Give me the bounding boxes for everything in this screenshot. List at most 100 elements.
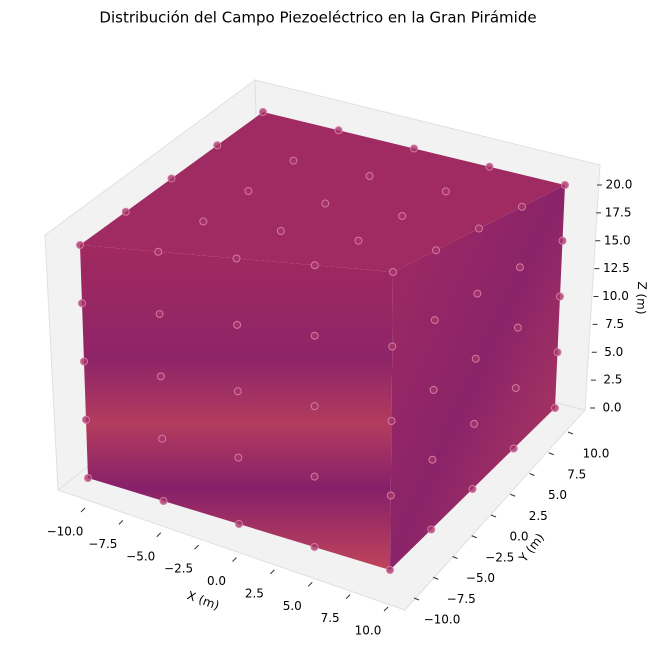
y-tick	[548, 452, 554, 456]
point	[84, 474, 92, 482]
point	[310, 261, 319, 270]
cube-top-face	[80, 112, 565, 272]
y-tick-label: −7.5	[447, 592, 476, 606]
y-tick-label: 5.0	[548, 488, 567, 502]
z-tick-label: 20.0	[606, 178, 633, 192]
point	[310, 402, 319, 411]
chart-title: Distribución del Campo Piezoeléctrico en…	[99, 9, 536, 27]
point	[513, 323, 522, 332]
point	[232, 254, 241, 263]
z-axis-label: Z (m)	[634, 281, 648, 315]
point	[233, 387, 242, 396]
x-tick-label: −5.0	[126, 549, 155, 563]
point	[310, 331, 319, 340]
x-tick-label: −10.0	[47, 525, 84, 539]
point	[485, 162, 494, 171]
y-tick	[413, 597, 420, 601]
y-tick-label: −10.0	[424, 613, 461, 627]
point	[244, 187, 253, 195]
y-tick	[510, 493, 516, 497]
x-tick-label: 0.0	[207, 574, 226, 588]
y-tick	[490, 514, 497, 518]
point	[386, 491, 395, 500]
point	[511, 384, 520, 393]
point	[156, 372, 165, 381]
point	[398, 212, 407, 220]
point	[470, 419, 479, 428]
point	[159, 497, 168, 505]
y-tick	[471, 535, 477, 539]
x-tick-label: 7.5	[321, 611, 340, 625]
y-tick	[567, 431, 574, 435]
point	[432, 246, 440, 255]
point	[387, 417, 396, 425]
point	[76, 241, 84, 249]
point	[518, 202, 526, 211]
y-tick-label: 0.0	[509, 530, 528, 544]
z-tick-label: 7.5	[605, 317, 624, 331]
x-tick-label: −2.5	[164, 562, 193, 576]
point	[475, 224, 483, 233]
point	[167, 174, 176, 183]
point	[430, 316, 439, 325]
x-tick-label: −7.5	[88, 537, 117, 551]
point	[213, 141, 222, 150]
x-tick	[345, 594, 351, 599]
y-tick	[433, 576, 439, 580]
z-tick-label: 5.0	[604, 345, 623, 359]
y-tick-label: −2.5	[485, 550, 514, 564]
y-tick-label: 10.0	[583, 447, 610, 461]
point	[551, 404, 559, 412]
point	[427, 525, 436, 534]
point	[334, 126, 343, 135]
z-tick-label: 2.5	[603, 373, 622, 387]
point	[82, 415, 90, 424]
x-tick-label: 2.5	[245, 586, 264, 600]
point	[365, 172, 374, 180]
point	[310, 472, 319, 481]
z-tick-label: 12.5	[603, 261, 630, 275]
point	[468, 485, 477, 493]
x-tick	[80, 507, 86, 513]
point	[155, 310, 164, 319]
x-tick	[307, 581, 313, 587]
point	[509, 444, 518, 453]
y-tick-label: −5.0	[466, 571, 495, 585]
x-tick-label: 10.0	[355, 624, 382, 638]
point	[553, 348, 562, 357]
cube-front-face	[80, 245, 393, 570]
x-tick	[156, 532, 162, 538]
x-tick	[270, 569, 275, 575]
point	[310, 543, 319, 551]
point	[561, 181, 569, 189]
point	[386, 566, 394, 574]
x-tick	[194, 544, 199, 550]
point	[154, 247, 163, 256]
point	[199, 217, 208, 226]
x-tick-label: 5.0	[283, 599, 302, 613]
z-tick-label: 10.0	[602, 289, 629, 303]
point	[558, 236, 567, 245]
point	[410, 144, 418, 153]
point	[473, 289, 482, 298]
point	[80, 357, 88, 366]
point	[354, 236, 363, 245]
point	[515, 263, 524, 272]
point	[78, 299, 86, 308]
x-axis-label: X (m)	[185, 588, 221, 612]
point	[289, 156, 298, 165]
x-tick	[232, 557, 237, 562]
point	[234, 453, 243, 462]
y-tick	[452, 556, 458, 559]
point	[233, 320, 242, 329]
point	[321, 199, 330, 208]
point	[471, 354, 480, 363]
point	[428, 455, 437, 464]
cube-right-face	[390, 185, 565, 570]
x-tick	[383, 606, 389, 612]
point	[235, 520, 243, 528]
point	[276, 227, 285, 235]
z-tick-label: 17.5	[605, 205, 632, 219]
y-tick-label: 2.5	[529, 509, 548, 523]
